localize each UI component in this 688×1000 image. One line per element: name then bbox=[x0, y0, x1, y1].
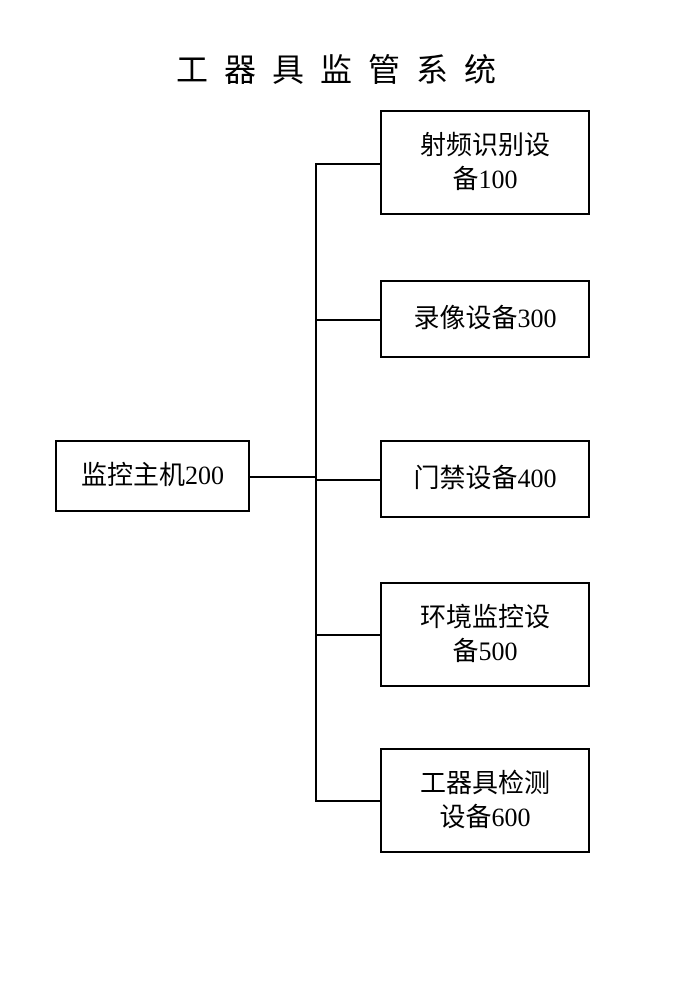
node-access: 门禁设备400 bbox=[380, 440, 590, 518]
edge-to-video bbox=[315, 319, 380, 321]
node-rfid-label: 射频识别设备100 bbox=[420, 129, 550, 197]
node-video-label: 录像设备300 bbox=[413, 302, 556, 336]
edge-to-access bbox=[315, 479, 380, 481]
edge-host-out bbox=[250, 476, 315, 478]
diagram-title: 工器具监管系统 bbox=[176, 45, 512, 91]
node-env: 环境监控设备500 bbox=[380, 582, 590, 687]
node-env-label: 环境监控设备500 bbox=[420, 601, 550, 669]
node-video: 录像设备300 bbox=[380, 280, 590, 358]
edge-to-rfid bbox=[315, 163, 380, 165]
edge-junction-vertical bbox=[315, 163, 317, 802]
node-host: 监控主机200 bbox=[55, 440, 250, 512]
edge-to-tool-detect bbox=[315, 800, 380, 802]
edge-to-env bbox=[315, 634, 380, 636]
node-tool-detect-label: 工器具检测设备600 bbox=[420, 767, 550, 835]
node-host-label: 监控主机200 bbox=[81, 459, 224, 493]
node-rfid: 射频识别设备100 bbox=[380, 110, 590, 215]
node-tool-detect: 工器具检测设备600 bbox=[380, 748, 590, 853]
node-access-label: 门禁设备400 bbox=[413, 462, 556, 496]
